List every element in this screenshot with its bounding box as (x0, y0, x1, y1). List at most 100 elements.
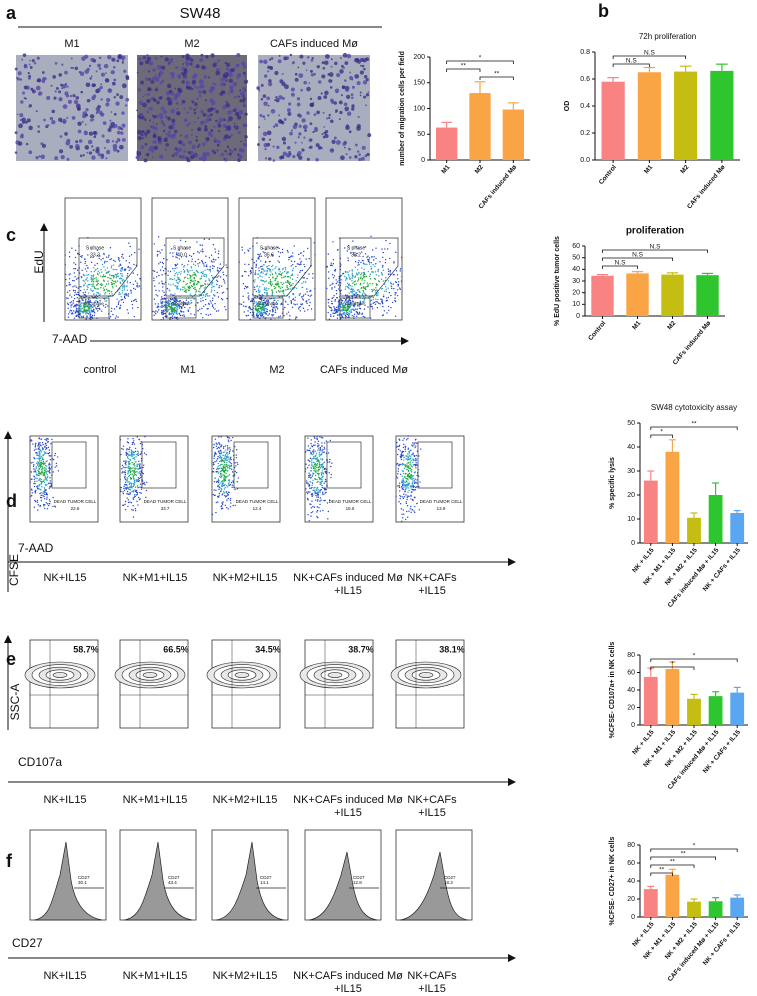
event (102, 305, 105, 307)
cell (152, 114, 157, 119)
event (318, 490, 321, 492)
event (139, 491, 141, 494)
event (138, 438, 141, 441)
event (219, 455, 222, 458)
event (124, 269, 126, 271)
event (218, 447, 221, 449)
event (327, 311, 329, 314)
event (44, 484, 47, 486)
event (45, 465, 48, 467)
cell (105, 157, 108, 160)
event (314, 492, 316, 495)
event (341, 304, 344, 307)
event (136, 465, 138, 468)
event (195, 275, 197, 277)
event (343, 275, 346, 278)
event (340, 301, 343, 304)
event (387, 268, 390, 270)
event (125, 464, 127, 466)
event (138, 248, 140, 250)
cell (97, 152, 102, 157)
event (105, 283, 108, 285)
event (227, 508, 229, 510)
event (268, 264, 270, 267)
event (341, 313, 343, 315)
event (123, 487, 125, 490)
event (309, 474, 311, 476)
event (112, 313, 114, 316)
event (234, 445, 236, 448)
event (29, 481, 32, 483)
cell (226, 126, 232, 131)
event (226, 465, 228, 468)
event (35, 442, 37, 445)
event (356, 289, 359, 291)
event (195, 269, 198, 272)
event (33, 485, 36, 488)
event (221, 473, 223, 475)
cell (263, 101, 268, 106)
cell (142, 56, 146, 60)
event (210, 260, 213, 262)
cell (281, 73, 284, 75)
event (401, 479, 403, 481)
event (308, 299, 310, 301)
event (97, 307, 99, 310)
cell (19, 113, 24, 118)
cell (150, 80, 155, 84)
event (298, 253, 300, 256)
event (338, 314, 340, 316)
event (135, 300, 138, 303)
cell (289, 131, 293, 136)
event (69, 283, 71, 286)
event (73, 267, 75, 270)
cell (67, 99, 72, 104)
event (108, 254, 110, 256)
event (251, 258, 253, 260)
cell (29, 65, 33, 69)
event (397, 278, 399, 280)
event (352, 240, 354, 242)
event (306, 497, 309, 500)
event (127, 266, 129, 269)
cell (177, 74, 181, 78)
cell (215, 119, 218, 123)
event (185, 283, 187, 286)
event (394, 292, 397, 294)
cell (216, 143, 220, 147)
event (350, 311, 352, 314)
event (377, 298, 379, 301)
event (158, 282, 160, 284)
event (122, 491, 124, 493)
cell (287, 111, 292, 116)
plot-frame (304, 435, 374, 523)
cell (95, 149, 100, 154)
event (155, 312, 157, 315)
event (374, 278, 377, 280)
event (218, 267, 221, 269)
event (38, 470, 40, 472)
event (319, 510, 322, 512)
event (208, 257, 211, 259)
cell (91, 145, 94, 148)
event (134, 507, 137, 510)
event (214, 438, 217, 440)
event (317, 474, 320, 476)
event (210, 302, 212, 304)
event (182, 289, 184, 291)
event (342, 309, 345, 311)
event (235, 465, 237, 467)
event (227, 497, 230, 500)
event (332, 282, 334, 284)
cell (61, 83, 67, 89)
event (356, 308, 359, 310)
cell (183, 107, 186, 110)
event (68, 278, 71, 280)
event (119, 293, 121, 295)
event (268, 313, 271, 315)
event (152, 310, 154, 313)
event (222, 271, 224, 274)
event (73, 297, 76, 300)
event (322, 468, 324, 470)
cell (213, 151, 217, 155)
